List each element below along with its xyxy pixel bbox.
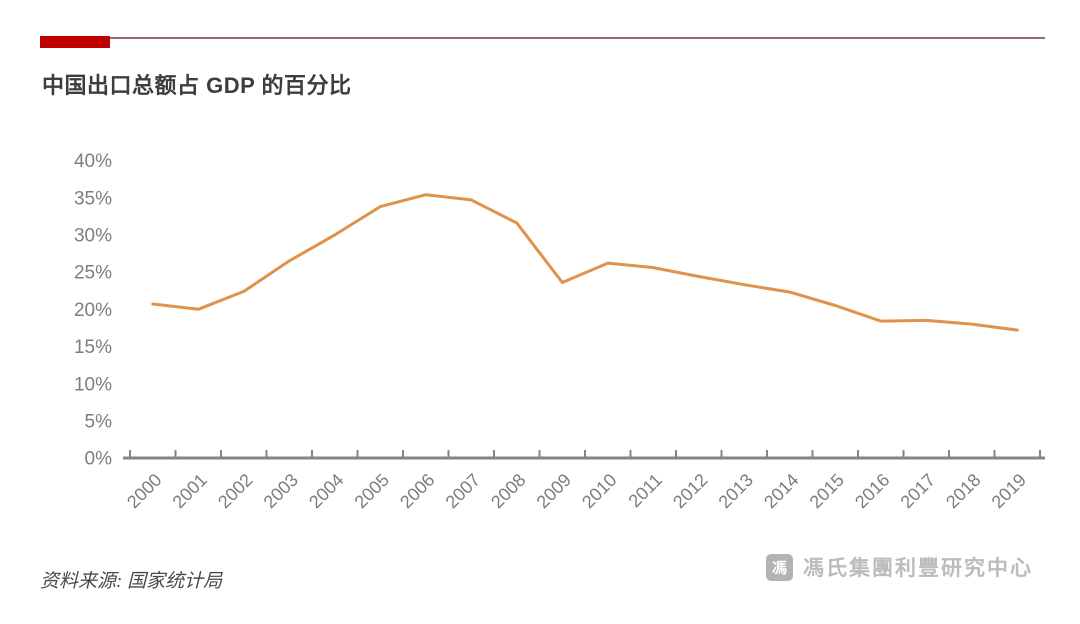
- x-axis-label: 2002: [214, 470, 256, 512]
- x-axis-label: 2013: [715, 470, 757, 512]
- x-axis-label: 2015: [806, 470, 848, 512]
- x-axis-label: 2000: [123, 470, 165, 512]
- data-series-line: [151, 193, 1019, 332]
- x-axis-label: 2006: [396, 470, 438, 512]
- y-axis-label: 5%: [85, 411, 113, 432]
- branding: 馮 馮氏集團利豐研究中心: [766, 552, 1033, 582]
- x-axis-label: 2009: [533, 470, 575, 512]
- fung-group-logo-icon: 馮: [766, 553, 793, 581]
- y-axis-label: 0%: [85, 449, 113, 470]
- y-axis-label: 35%: [74, 188, 112, 209]
- y-axis-label: 20%: [74, 300, 112, 321]
- x-axis-label: 2014: [760, 470, 802, 512]
- x-axis-label: 2012: [669, 470, 711, 512]
- x-axis-label: 2019: [988, 470, 1030, 512]
- source-note: 资料来源: 国家统计局: [40, 571, 223, 592]
- x-axis-label: 2007: [442, 470, 484, 512]
- x-axis-label: 2003: [260, 470, 302, 512]
- x-axis-label: 2005: [351, 470, 393, 512]
- x-axis-label: 2004: [305, 470, 347, 512]
- header-rule: [40, 37, 1045, 39]
- x-axis-label: 2008: [487, 470, 529, 512]
- x-axis-label: 2017: [897, 470, 939, 512]
- header-accent-bar: [40, 36, 110, 48]
- branding-name: 馮氏集團利豐研究中心: [803, 557, 1033, 580]
- chart-title: 中国出口总额占 GDP 的百分比: [42, 73, 352, 98]
- x-axis-label: 2010: [578, 470, 620, 512]
- x-axis-label: 2001: [169, 470, 211, 512]
- y-axis-label: 30%: [74, 226, 112, 247]
- x-axis-label: 2011: [625, 470, 667, 512]
- y-axis-label: 15%: [74, 337, 112, 358]
- y-axis-label: 25%: [74, 263, 112, 284]
- y-axis-label: 40%: [74, 151, 112, 172]
- y-axis-label: 10%: [74, 374, 112, 395]
- x-axis-label: 2018: [942, 470, 984, 512]
- x-axis-label: 2016: [851, 470, 893, 512]
